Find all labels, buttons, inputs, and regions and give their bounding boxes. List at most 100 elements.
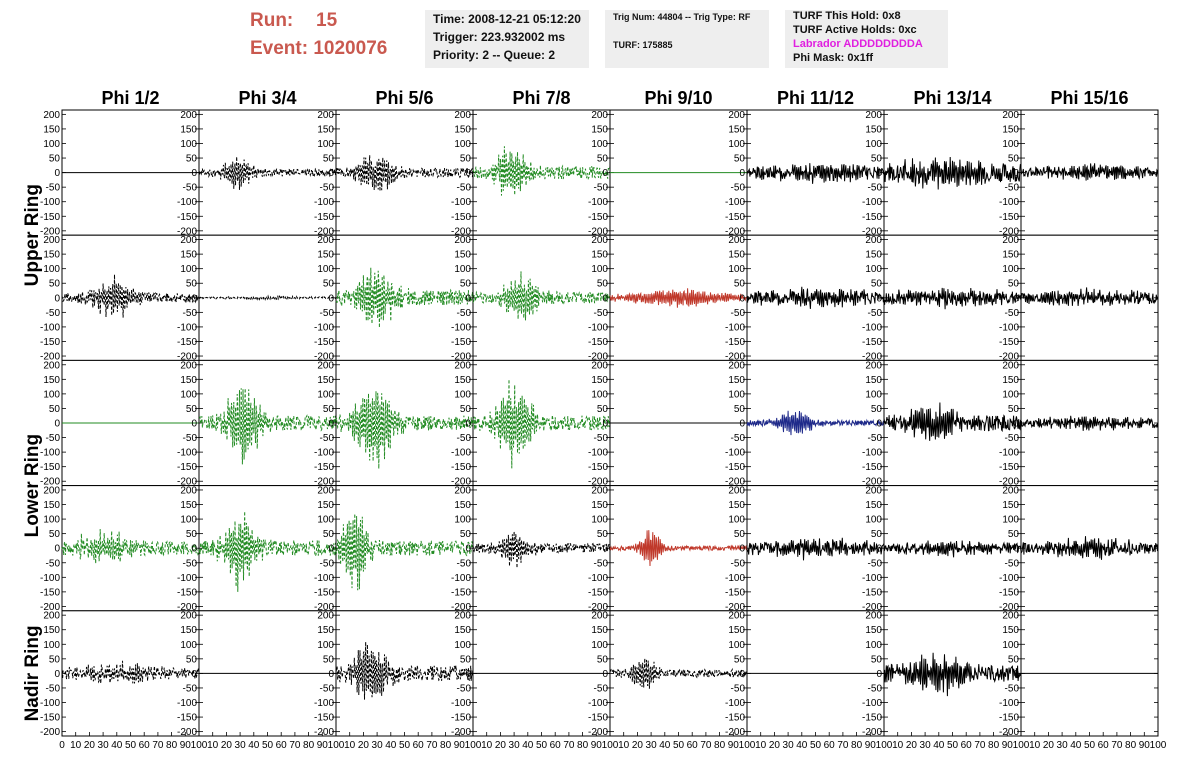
y-tick-label: -150	[451, 337, 471, 348]
x-tick-label: 80	[303, 740, 315, 751]
y-tick-label: 100	[454, 640, 471, 651]
y-tick-label: 200	[728, 611, 745, 622]
y-tick-label: 150	[454, 375, 471, 386]
y-tick-label: 0	[465, 168, 471, 179]
y-tick-label: -100	[588, 322, 608, 333]
y-tick-label: 200	[591, 611, 608, 622]
x-tick-label: 60	[687, 740, 699, 751]
y-tick-label: 100	[728, 389, 745, 400]
y-tick-label: -100	[588, 197, 608, 208]
y-tick-label: 100	[865, 139, 882, 150]
y-tick-label: 0	[739, 168, 745, 179]
y-tick-label: -100	[177, 573, 197, 584]
y-tick-label: -50	[594, 433, 609, 444]
waveform-series	[1020, 415, 1159, 431]
panel-r4-c7: 200 150 100 50 0 -50 -100 -150 -200	[862, 485, 1022, 613]
y-tick-label: 200	[180, 110, 197, 121]
y-tick-label: -50	[457, 433, 472, 444]
x-tick-label: 10	[481, 740, 493, 751]
panel-r2-c6: 200 150 100 50 0 -50 -100 -150 -200	[725, 234, 885, 363]
y-tick-label: 0	[191, 293, 197, 304]
y-tick-label: -100	[451, 573, 471, 584]
waveform-series	[335, 391, 474, 469]
y-tick-label: -150	[40, 212, 60, 223]
panel-r3-c6: 200 150 100 50 0 -50 -100 -150 -200	[725, 359, 885, 488]
y-tick-label: 50	[1008, 154, 1020, 165]
y-tick-label: 100	[591, 389, 608, 400]
y-tick-label: -50	[457, 683, 472, 694]
panel-r2-c7: 200 150 100 50 0 -50 -100 -150 -200	[862, 234, 1022, 363]
panel-r4-c1: 200 150 100 50 0 -50 -100 -150 -200	[40, 485, 200, 613]
panel-r3-c5: 200 150 100 50 0 -50 -100 -150 -200	[588, 359, 748, 488]
y-tick-label: 0	[191, 669, 197, 680]
y-tick-label: -200	[177, 602, 197, 613]
y-tick-label: -100	[862, 197, 882, 208]
waveform-series	[198, 388, 337, 465]
y-tick-label: 100	[454, 389, 471, 400]
y-tick-label: 200	[1002, 611, 1019, 622]
x-tick-label: 30	[783, 740, 795, 751]
panel-r3-c3: 200 150 100 50 0 -50 -100 -150 -200	[314, 359, 474, 488]
y-tick-label: -100	[177, 448, 197, 459]
y-tick-label: -200	[862, 602, 882, 613]
y-tick-label: 150	[728, 500, 745, 511]
y-tick-label: 100	[728, 264, 745, 275]
y-tick-label: -150	[588, 337, 608, 348]
y-tick-label: -100	[451, 448, 471, 459]
trigger-text: Trigger: 223.932002 ms	[433, 30, 566, 44]
y-tick-label: 50	[323, 154, 335, 165]
y-tick-label: -100	[725, 448, 745, 459]
y-tick-label: -200	[177, 352, 197, 363]
y-tick-label: -150	[177, 713, 197, 724]
turf-info-box: TURF This Hold: 0x8 TURF Active Holds: 0…	[785, 10, 948, 68]
y-tick-label: -50	[183, 183, 198, 194]
panel-r4-c8: 200 150 100 50 0 -50 -100 -150 -200	[999, 485, 1159, 613]
x-tick-label: 20	[495, 740, 507, 751]
column-title-3: Phi 5/6	[375, 88, 433, 108]
time-info-box: Time: 2008-12-21 05:12:20 Trigger: 223.9…	[425, 10, 589, 68]
x-tick-label: 40	[522, 740, 534, 751]
y-tick-label: 100	[180, 640, 197, 651]
y-tick-label: 0	[739, 544, 745, 555]
y-tick-label: 0	[876, 293, 882, 304]
x-tick-label: 20	[358, 740, 370, 751]
y-tick-label: 200	[1002, 235, 1019, 246]
y-tick-label: -100	[862, 322, 882, 333]
y-tick-label: -200	[862, 352, 882, 363]
y-tick-label: 150	[591, 375, 608, 386]
y-tick-label: 0	[191, 419, 197, 430]
y-tick-label: -50	[594, 183, 609, 194]
y-tick-label: 50	[871, 404, 883, 415]
y-tick-label: 150	[865, 250, 882, 261]
y-tick-label: -50	[731, 183, 746, 194]
y-tick-label: 100	[317, 264, 334, 275]
waveform-series	[61, 274, 200, 318]
y-tick-label: -50	[46, 558, 61, 569]
y-tick-label: -150	[588, 587, 608, 598]
panel-r1-c4: 200 150 100 50 0 -50 -100 -150 -200	[451, 109, 611, 237]
y-tick-label: -150	[177, 337, 197, 348]
y-tick-label: 0	[602, 293, 608, 304]
y-tick-label: 50	[597, 154, 609, 165]
x-tick-label: 90	[591, 740, 603, 751]
column-title-8: Phi 15/16	[1050, 88, 1128, 108]
y-tick-label: -50	[183, 558, 198, 569]
y-tick-label: -100	[862, 573, 882, 584]
y-tick-label: 50	[1008, 279, 1020, 290]
x-tick-label: 20	[906, 740, 918, 751]
y-tick-label: 50	[734, 404, 746, 415]
y-tick-label: 150	[591, 250, 608, 261]
x-tick-label: 30	[98, 740, 110, 751]
y-tick-label: 50	[597, 654, 609, 665]
x-tick-label: 10	[207, 740, 219, 751]
y-tick-label: 0	[739, 419, 745, 430]
y-tick-label: -150	[999, 713, 1019, 724]
y-tick-label: 200	[728, 110, 745, 121]
y-tick-label: -200	[588, 602, 608, 613]
y-tick-label: -200	[314, 602, 334, 613]
